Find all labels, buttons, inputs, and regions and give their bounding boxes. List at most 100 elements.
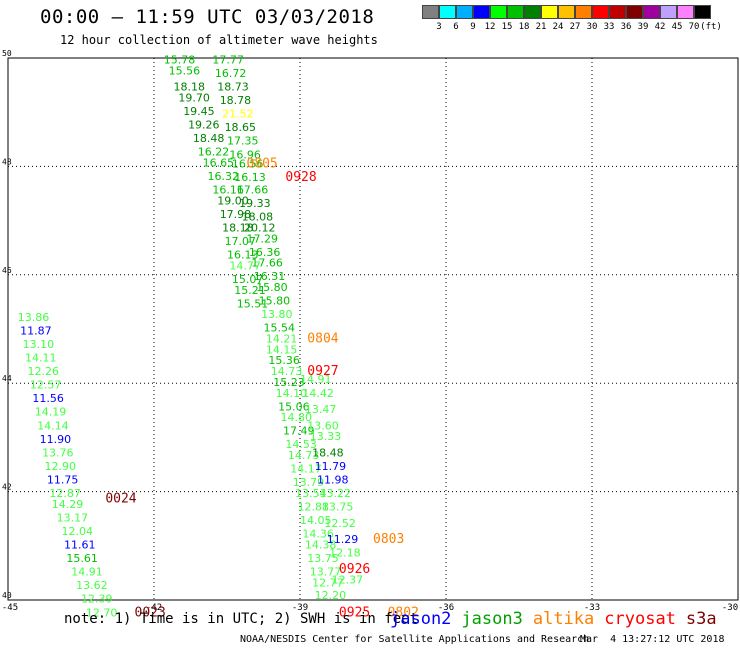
color-scale-label: 45 — [671, 22, 683, 32]
x-tick-label: -33 — [584, 603, 600, 613]
pass-time-label: 0804 — [307, 332, 338, 347]
wave-height-label: 14.29 — [52, 498, 84, 511]
wave-height-label: 13.47 — [305, 403, 337, 416]
wave-height-label: 12.26 — [27, 365, 59, 378]
wave-height-label: 13.17 — [57, 511, 89, 524]
wave-height-label: 18.18 — [173, 81, 205, 94]
wave-height-label: 18.73 — [217, 81, 249, 94]
wave-height-label: 14.42 — [302, 387, 334, 400]
wave-height-label: 14.36 — [302, 528, 334, 541]
color-swatch — [660, 5, 677, 19]
wave-height-label: 14.15 — [266, 343, 298, 356]
color-scale-label: 30 — [586, 22, 598, 32]
wave-height-label: 14.11 — [25, 352, 57, 365]
wave-height-label: 16.13 — [234, 171, 265, 184]
wave-height-label: 15.36 — [268, 354, 300, 367]
wave-height-label: 14.53 — [285, 438, 317, 451]
x-tick-label: -42 — [146, 603, 162, 613]
chart-title: 00:00 – 11:59 UTC 03/03/2018 — [40, 6, 375, 28]
wave-height-label: 18.78 — [220, 94, 252, 107]
legend-entry-jason2: jason2 — [390, 609, 452, 629]
x-tick-label: -30 — [722, 603, 738, 613]
wave-height-label: 14.21 — [266, 333, 298, 346]
wave-height-label: 15.80 — [256, 281, 288, 294]
color-swatch — [626, 5, 643, 19]
color-scale-label: 3 — [436, 22, 442, 32]
wave-height-label: 13.33 — [310, 430, 342, 443]
wave-height-label: 12.18 — [329, 547, 361, 560]
x-tick-label: -45 — [2, 603, 18, 613]
wave-height-label: 14.91 — [300, 373, 332, 386]
wave-height-label: 12.57 — [30, 379, 62, 392]
color-scale-label: 15 — [501, 22, 513, 32]
color-swatch — [541, 5, 558, 19]
wave-height-label: 15.54 — [264, 322, 296, 335]
color-scale-label: 24 — [552, 22, 564, 32]
color-swatch — [677, 5, 694, 19]
wave-height-label: 12.04 — [62, 525, 94, 538]
wave-height-label: 11.98 — [317, 473, 349, 486]
y-tick-label: 46 — [2, 266, 12, 275]
color-scale-label: 9 — [470, 22, 476, 32]
wave-height-label: 12.90 — [45, 460, 77, 473]
wave-height-label: 13.22 — [319, 487, 351, 500]
wave-height-label: 19.70 — [178, 91, 210, 104]
color-scale-label: 21 — [535, 22, 547, 32]
wave-height-label: 13.76 — [42, 446, 74, 459]
wave-height-label: 12.20 — [315, 589, 347, 602]
wave-height-label: 15.61 — [66, 552, 98, 565]
wave-height-label: 15.07 — [232, 273, 264, 286]
wave-height-label: 19.00 — [217, 194, 249, 207]
wave-height-label: 15.23 — [273, 376, 305, 389]
wave-height-label: 13.75 — [307, 552, 339, 565]
wave-height-label: 19.26 — [188, 118, 220, 131]
wave-height-label: 14.05 — [300, 514, 332, 527]
wave-height-label: 15.06 — [278, 400, 310, 413]
color-scale-label: 36 — [620, 22, 632, 32]
x-tick-label: -39 — [292, 603, 308, 613]
wave-height-label: 13.77 — [310, 566, 342, 579]
y-tick-label: 44 — [2, 374, 12, 383]
color-swatch — [456, 5, 473, 19]
pass-time-label: 0927 — [307, 364, 338, 379]
wave-height-label: 18.48 — [193, 132, 225, 145]
wave-height-label: 17.29 — [246, 232, 278, 245]
wave-height-label: 13.86 — [18, 311, 50, 324]
wave-height-label: 14.19 — [35, 406, 66, 419]
wave-height-label: 18.18 — [222, 221, 254, 234]
wave-height-label: 16.65 — [203, 156, 235, 169]
legend-entry-altika: altika — [532, 609, 595, 629]
wave-height-label: 16.32 — [208, 170, 240, 183]
wave-height-label: 20.12 — [244, 221, 275, 234]
wave-height-label: 18.48 — [312, 446, 344, 459]
wave-height-label: 16.56 — [232, 157, 264, 170]
wave-height-label: 12.70 — [86, 606, 118, 619]
wave-height-label: 16.96 — [229, 148, 261, 161]
color-swatch — [575, 5, 592, 19]
color-swatch — [490, 5, 507, 19]
wave-height-label: 15.80 — [259, 295, 291, 308]
wave-height-label: 11.29 — [327, 533, 359, 546]
wave-height-label: 13.80 — [261, 308, 293, 321]
wave-height-label: 12.87 — [49, 487, 81, 500]
wave-height-label: 16.16 — [212, 184, 244, 197]
wave-height-label: 21.52 — [222, 108, 254, 121]
x-tick-label: -36 — [438, 603, 454, 613]
wave-height-label: 11.90 — [40, 433, 71, 446]
credit-date: Mar 4 13:27:12 UTC 2018 — [580, 634, 725, 645]
color-swatch — [422, 5, 439, 19]
color-swatch — [558, 5, 575, 19]
color-swatch — [473, 5, 490, 19]
wave-height-label: 14.80 — [281, 411, 313, 424]
wave-height-label: 17.07 — [225, 235, 256, 248]
wave-height-label: 16.13 — [227, 249, 259, 262]
color-scale-label: 27 — [569, 22, 581, 32]
wave-height-label: 11.61 — [64, 539, 96, 552]
wave-height-label: 13.10 — [23, 338, 54, 351]
wave-height-label: 14.73 — [288, 449, 320, 462]
color-scale-label: 18 — [518, 22, 530, 32]
color-scale-label: 42 — [654, 22, 666, 32]
wave-height-label: 18.08 — [242, 211, 274, 224]
pass-time-label: 0023 — [135, 605, 166, 620]
wave-height-label: 12.52 — [324, 517, 356, 530]
